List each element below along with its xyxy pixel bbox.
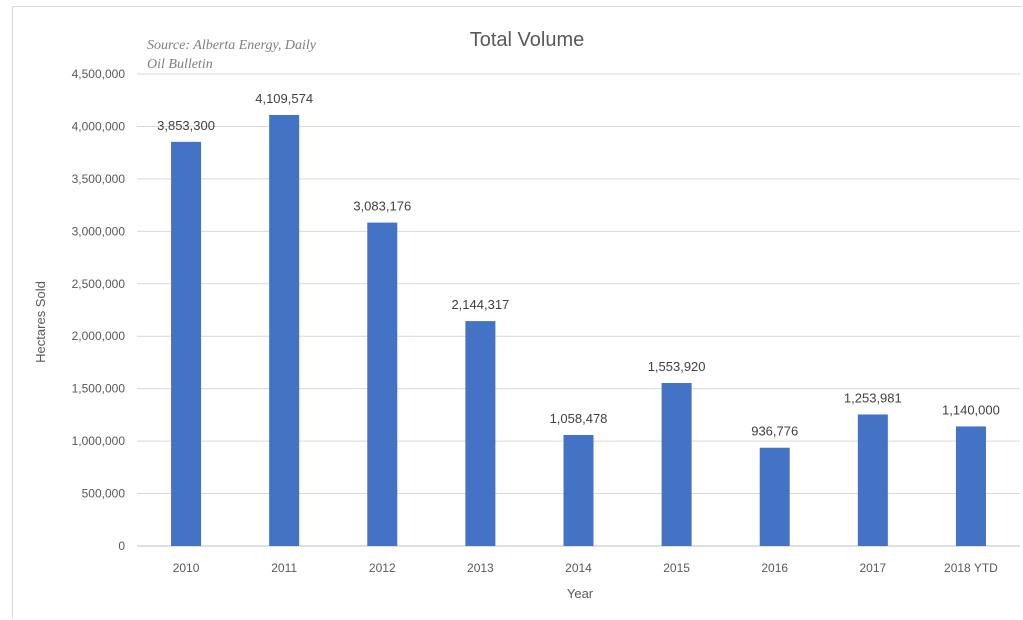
data-label: 1,253,981 (844, 390, 902, 405)
x-axis-ticks: 2010 2011 2012 2013 2014 2015 2016 2017 2018 YTD (173, 561, 998, 575)
bar-2014 (563, 434, 594, 546)
y-tick-label: 1,500,000 (72, 382, 126, 396)
x-tick-label: 2015 (663, 561, 690, 575)
bar-2016 (759, 447, 790, 546)
y-tick-label: 0 (118, 539, 125, 553)
y-tick-label: 1,000,000 (72, 434, 126, 448)
bar-2012 (367, 222, 398, 546)
source-note-line-1: Source: Alberta Energy, Daily (147, 38, 317, 53)
y-tick-label: 2,000,000 (72, 329, 126, 343)
data-label: 936,776 (751, 424, 798, 439)
y-tick-label: 4,500,000 (72, 67, 126, 81)
chart-title: Total Volume (470, 29, 585, 51)
x-axis-label: Year (567, 586, 594, 601)
chart-frame (12, 6, 1022, 618)
data-label: 3,083,176 (353, 199, 411, 214)
bar-2013 (465, 321, 496, 546)
bar-2010 (171, 141, 202, 546)
bar-2017 (857, 414, 888, 546)
x-tick-label: 2012 (369, 561, 396, 575)
y-axis-label: Hectares Sold (33, 281, 48, 363)
bar-2011 (269, 114, 300, 546)
source-note-line-2: Oil Bulletin (147, 57, 213, 72)
x-tick-label: 2014 (565, 561, 592, 575)
y-tick-label: 2,500,000 (72, 277, 126, 291)
y-tick-label: 3,000,000 (72, 224, 126, 238)
x-tick-label: 2013 (467, 561, 494, 575)
x-tick-label: 2016 (761, 561, 788, 575)
data-labels: 3,853,300 4,109,574 3,083,176 2,144,317 1,05… (157, 91, 1000, 439)
x-tick-label: 2010 (173, 561, 200, 575)
data-label: 4,109,574 (255, 91, 313, 106)
y-axis-ticks: 0 500,000 1,000,000 1,500,000 2,000,000 2,500… (72, 67, 126, 553)
data-label: 1,058,478 (550, 411, 608, 426)
data-label: 2,144,317 (451, 297, 509, 312)
y-tick-label: 3,500,000 (72, 172, 126, 186)
x-tick-label: 2017 (859, 561, 886, 575)
data-label: 3,853,300 (157, 118, 215, 133)
data-label: 1,140,000 (942, 402, 1000, 417)
x-tick-label: 2018 YTD (944, 561, 998, 575)
bar-2018-ytd (955, 426, 986, 546)
x-tick-label: 2011 (271, 561, 297, 575)
data-label: 1,553,920 (648, 359, 706, 374)
y-tick-label: 4,000,000 (72, 119, 126, 133)
y-tick-label: 500,000 (82, 487, 126, 501)
bar-2015 (661, 383, 692, 546)
bars (171, 114, 986, 546)
